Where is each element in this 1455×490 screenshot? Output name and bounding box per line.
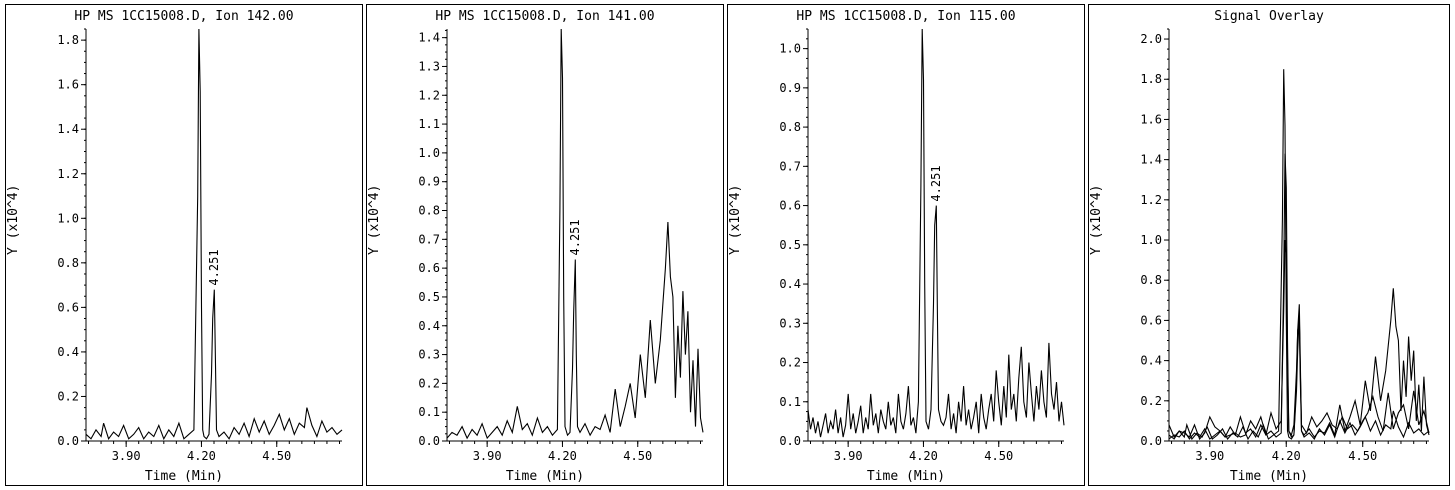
peak-label: 4.251 <box>207 249 221 285</box>
y-tick-label: 1.2 <box>418 88 440 102</box>
chart-plot: 0.0 0.1 0.2 0.3 0.4 0.5 0.6 0.7 0.8 0.9 1.0 1.1 1.2 1… <box>418 28 704 463</box>
y-tick-label: 1.4 <box>418 31 440 45</box>
y-tick-label: 0.4 <box>1140 354 1162 368</box>
x-axis-label: Time (Min) <box>505 469 585 484</box>
y-tick-label: 1.1 <box>418 117 440 131</box>
y-tick-label: 1.2 <box>1140 193 1162 207</box>
x-tick-label: 3.90 <box>112 449 141 463</box>
y-tick-label: 1.6 <box>57 78 79 92</box>
y-tick-label: 1.3 <box>418 59 440 73</box>
y-tick-label: 2.0 <box>1140 32 1162 46</box>
x-tick-label: 3.90 <box>834 449 863 463</box>
y-axis-label: Y (x10^4) <box>367 184 382 255</box>
y-tick-label: 0.7 <box>418 232 440 246</box>
y-tick-label: 1.6 <box>1140 112 1162 126</box>
signal-trace-0 <box>807 28 1065 438</box>
chromatogram-panel-ion-142: HP MS 1CC15008.D, Ion 142.00 0.0 0.2 0.4 0.… <box>5 4 363 486</box>
y-tick-label: 1.4 <box>57 122 79 136</box>
signal-trace-2 <box>1168 239 1430 441</box>
y-tick-label: 0.0 <box>1140 434 1162 448</box>
y-tick-label: 0.6 <box>1140 313 1162 327</box>
y-tick-label: 1.8 <box>57 33 79 47</box>
y-tick-label: 0.1 <box>779 395 801 409</box>
y-tick-label: 0.5 <box>418 290 440 304</box>
peak-label: 4.251 <box>568 219 582 255</box>
y-tick-label: 0.2 <box>779 356 801 370</box>
x-axis-label: Time (Min) <box>144 469 224 484</box>
y-tick-label: 0.2 <box>57 389 79 403</box>
y-tick-label: 1.8 <box>1140 72 1162 86</box>
chart-title: HP MS 1CC15008.D, Ion 115.00 <box>796 9 1016 24</box>
chart-plot: 0.0 0.1 0.2 0.3 0.4 0.5 0.6 0.7 0.8 0.9 1.0 3.90 4.2… <box>779 28 1065 463</box>
y-tick-label: 0.2 <box>1140 394 1162 408</box>
chromatogram-panel-ion-115: HP MS 1CC15008.D, Ion 115.00 0.0 0.1 0.2 0.… <box>727 4 1085 486</box>
y-tick-label: 0.8 <box>1140 273 1162 287</box>
chromatogram-panel-ion-141: HP MS 1CC15008.D, Ion 141.00 0.0 0.1 0.2 0.… <box>366 4 724 486</box>
y-axis-label: Y (x10^4) <box>6 184 21 255</box>
y-tick-label: 0.9 <box>779 81 801 95</box>
y-tick-label: 1.0 <box>1140 233 1162 247</box>
y-tick-label: 0.4 <box>418 319 440 333</box>
x-tick-label: 4.50 <box>262 449 291 463</box>
chart-plot: 0.0 0.2 0.4 0.6 0.8 1.0 1.2 1.4 1.6 1.8 2.0 3.90 4.2… <box>1140 28 1430 463</box>
x-tick-label: 3.90 <box>473 449 502 463</box>
x-tick-label: 4.50 <box>1348 449 1377 463</box>
chart-title: Signal Overlay <box>1214 9 1324 24</box>
y-tick-label: 0.9 <box>418 175 440 189</box>
signal-trace-0 <box>446 28 704 440</box>
peak-label: 4.251 <box>929 165 943 201</box>
signal-trace-1 <box>1168 153 1430 440</box>
chart-plot: 0.0 0.2 0.4 0.6 0.8 1.0 1.2 1.4 1.6 1.8 3.90 4.20 4.… <box>57 28 343 463</box>
y-tick-label: 0.6 <box>418 261 440 275</box>
x-tick-label: 4.50 <box>984 449 1013 463</box>
y-tick-label: 1.0 <box>57 211 79 225</box>
y-tick-label: 1.0 <box>779 42 801 56</box>
y-tick-label: 0.3 <box>418 348 440 362</box>
signal-trace-0 <box>1168 69 1430 441</box>
x-tick-label: 4.20 <box>1272 449 1301 463</box>
signal-trace-0 <box>85 28 343 441</box>
y-tick-label: 1.4 <box>1140 153 1162 167</box>
y-tick-label: 0.0 <box>779 434 801 448</box>
y-tick-label: 0.6 <box>779 199 801 213</box>
x-tick-label: 4.20 <box>909 449 938 463</box>
chart-title: HP MS 1CC15008.D, Ion 141.00 <box>435 9 655 24</box>
y-tick-label: 0.8 <box>418 204 440 218</box>
y-tick-label: 0.4 <box>57 345 79 359</box>
y-tick-label: 0.6 <box>57 300 79 314</box>
y-tick-label: 0.8 <box>57 256 79 270</box>
x-axis-label: Time (Min) <box>866 469 946 484</box>
x-tick-label: 4.20 <box>548 449 577 463</box>
signal-overlay-panel: Signal Overlay 0.0 0.2 0.4 0.6 0.8 1.0 1.2 1.4 1… <box>1088 4 1450 486</box>
y-tick-label: 0.4 <box>779 277 801 291</box>
x-tick-label: 4.20 <box>187 449 216 463</box>
y-tick-label: 0.0 <box>57 434 79 448</box>
y-tick-label: 0.5 <box>779 238 801 252</box>
y-axis-label: Y (x10^4) <box>1089 184 1104 255</box>
y-axis-label: Y (x10^4) <box>728 184 743 255</box>
y-tick-label: 1.2 <box>57 167 79 181</box>
y-tick-label: 0.0 <box>418 434 440 448</box>
y-tick-label: 0.1 <box>418 405 440 419</box>
x-axis-label: Time (Min) <box>1229 469 1309 484</box>
y-tick-label: 1.0 <box>418 146 440 160</box>
y-tick-label: 0.3 <box>779 316 801 330</box>
x-tick-label: 3.90 <box>1195 449 1224 463</box>
x-tick-label: 4.50 <box>623 449 652 463</box>
chart-title: HP MS 1CC15008.D, Ion 142.00 <box>74 9 294 24</box>
y-tick-label: 0.7 <box>779 159 801 173</box>
y-tick-label: 0.8 <box>779 120 801 134</box>
y-tick-label: 0.2 <box>418 376 440 390</box>
